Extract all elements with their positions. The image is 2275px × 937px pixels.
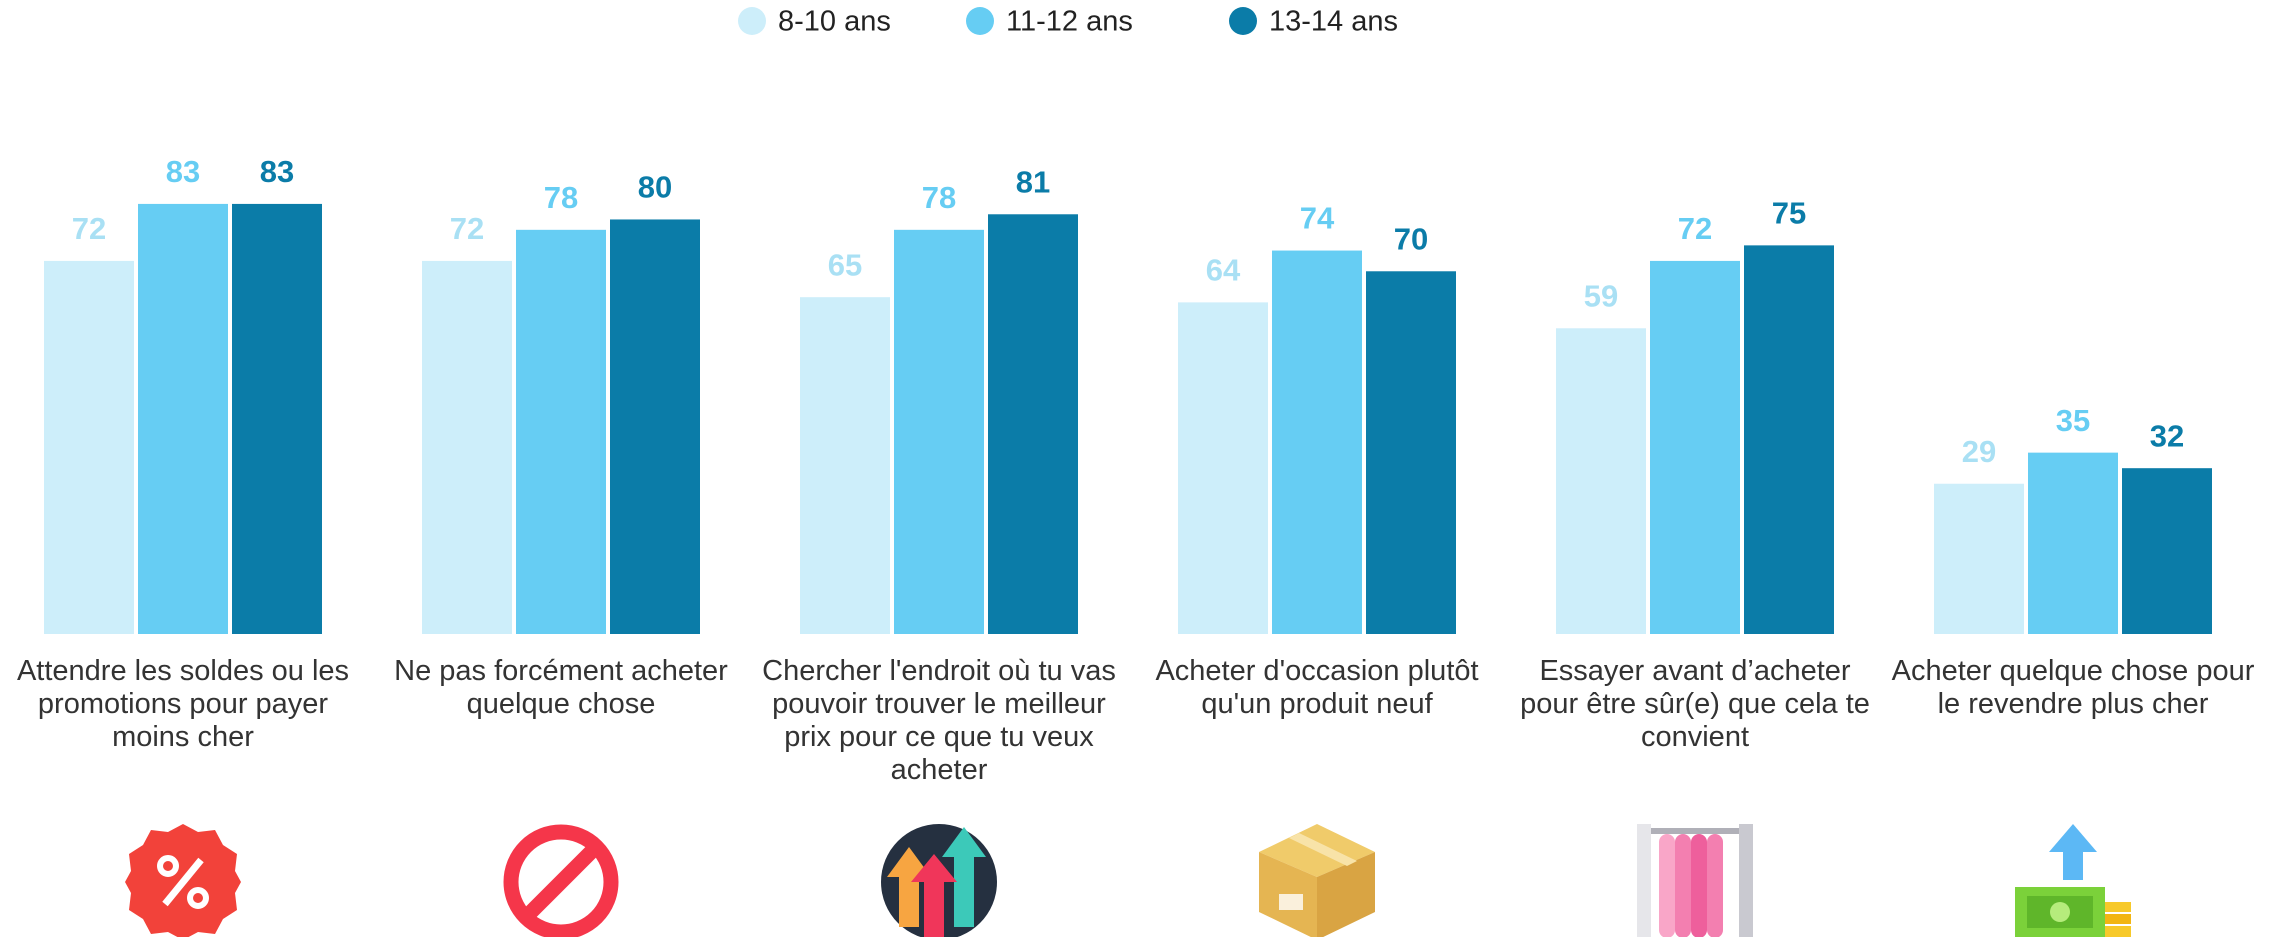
legend-label: 8-10 ans (778, 6, 891, 38)
legend-swatch (738, 7, 766, 35)
bar (44, 260, 134, 634)
data-label: 65 (828, 247, 862, 282)
bar (516, 229, 606, 635)
bar (1650, 260, 1740, 634)
data-label: 75 (1772, 196, 1806, 231)
data-label: 83 (260, 154, 294, 189)
data-label: 78 (544, 180, 578, 215)
data-label: 81 (1016, 164, 1050, 199)
category-label: Acheter quelque chose pour le revendre p… (1891, 655, 2255, 720)
data-label: 83 (166, 154, 200, 189)
bar (232, 203, 322, 634)
category-label: Chercher l'endroit où tu vas pouvoir tro… (762, 655, 1116, 786)
category-label: Acheter d'occasion plutôt qu'un produit … (1155, 655, 1479, 720)
bar (2122, 468, 2212, 634)
icon-percent (125, 824, 241, 937)
bar (2028, 452, 2118, 634)
data-label: 72 (1678, 211, 1712, 246)
legend-label: 11-12 ans (1006, 6, 1133, 38)
bar (1178, 302, 1268, 634)
icons (125, 824, 2131, 937)
legend-swatch (966, 7, 994, 35)
bar (800, 297, 890, 634)
data-label: 64 (1206, 253, 1241, 288)
bar (138, 203, 228, 634)
data-label: 78 (922, 180, 956, 215)
bar (1366, 271, 1456, 634)
data-label: 29 (1962, 434, 1996, 469)
data-label: 72 (450, 211, 484, 246)
data-label: 32 (2150, 418, 2184, 453)
icon-fitting-room (1637, 824, 1753, 937)
icon-arrows (881, 824, 997, 937)
data-label: 72 (72, 211, 106, 246)
bar (1744, 245, 1834, 634)
data-label: 59 (1584, 278, 1618, 313)
data-label: 80 (638, 170, 672, 205)
legend-swatch (1229, 7, 1257, 35)
icon-forbidden (503, 824, 619, 937)
data-label: 74 (1300, 201, 1335, 236)
bar (988, 214, 1078, 634)
bar (1934, 483, 2024, 634)
category-label: Essayer avant d’acheter pour être sûr(e)… (1520, 655, 1870, 753)
icon-box (1259, 824, 1375, 937)
bar (1556, 328, 1646, 634)
data-label: 35 (2056, 403, 2090, 438)
data-label: 70 (1394, 221, 1428, 256)
category-label: Attendre les soldes ou les promotions po… (16, 655, 350, 753)
bar (1272, 250, 1362, 635)
bar (422, 260, 512, 634)
category-label: Ne pas forcément acheter quelque chose (394, 655, 728, 720)
bar (894, 229, 984, 635)
bar (610, 219, 700, 635)
icon-money (2015, 824, 2131, 937)
legend-label: 13-14 ans (1269, 6, 1398, 38)
